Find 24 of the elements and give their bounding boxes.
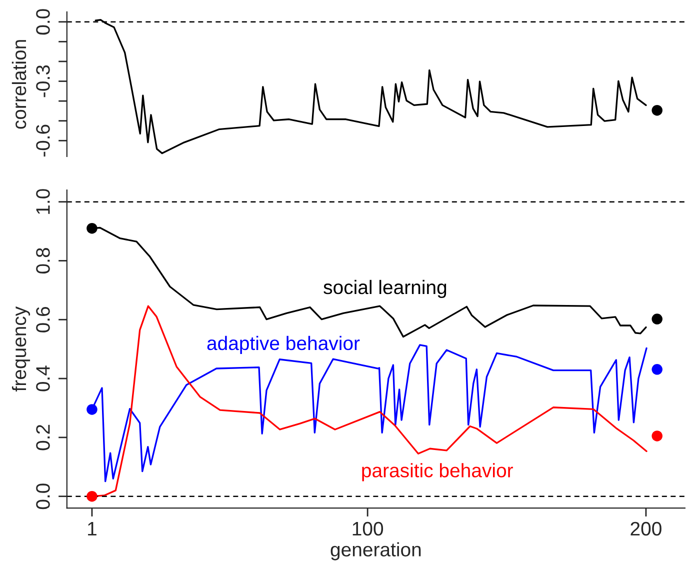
point [86, 404, 98, 415]
series-label: parasitic behavior [362, 463, 513, 482]
x-tick-label: 200 [630, 522, 662, 536]
y-tick-label: -0.3 [36, 65, 50, 98]
x-tick-label: 100 [352, 522, 384, 536]
x-axis-title: generation [330, 542, 421, 560]
y-tick-label: 0.0 [36, 484, 50, 510]
x-tick-label: 1 [88, 522, 96, 536]
y-tick-label: 0.8 [36, 248, 50, 274]
series-label: adaptive behavior [207, 336, 360, 354]
y-tick-label: 0.2 [36, 424, 50, 450]
series-label: social learning [324, 280, 446, 298]
point [86, 490, 98, 502]
y-axis-title: frequency [12, 306, 30, 392]
point [652, 364, 662, 375]
y-tick-label: 0.6 [36, 306, 50, 332]
y-tick-label: 0.4 [36, 366, 50, 392]
y-tick-label: 0.0 [36, 9, 50, 35]
point [652, 430, 662, 442]
y-axis-title: correlation [12, 40, 26, 129]
point [86, 222, 98, 234]
point [652, 314, 662, 324]
y-tick-label: 1.0 [36, 189, 50, 214]
y-tick-label: -0.6 [36, 124, 50, 157]
